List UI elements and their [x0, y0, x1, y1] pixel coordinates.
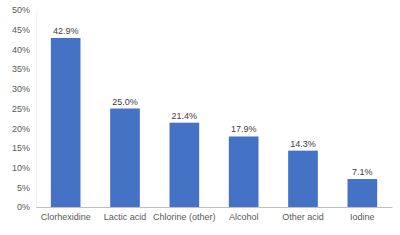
x-tick-label: Alcohol	[229, 212, 259, 222]
y-tick: 45%	[12, 25, 36, 35]
x-tick: Alcohol	[229, 207, 259, 222]
y-tick-label: 30%	[12, 84, 30, 94]
x-tick: Iodine	[350, 207, 375, 222]
x-tick-label: Lactic acid	[104, 212, 147, 222]
y-tick: 5%	[17, 183, 36, 193]
y-axis-line	[36, 11, 37, 208]
data-label: 42.9%	[53, 26, 79, 36]
y-tick-label: 25%	[12, 104, 30, 114]
x-tick-label: Clorhexidine	[41, 212, 91, 222]
data-label: 7.1%	[352, 167, 373, 177]
bar	[170, 123, 200, 207]
data-label: 21.4%	[172, 111, 198, 121]
x-tick: Chlorine (other)	[153, 207, 216, 222]
y-tick: 35%	[12, 64, 36, 74]
y-tick-label: 5%	[17, 183, 30, 193]
data-label: 25.0%	[112, 97, 138, 107]
y-tick: 15%	[12, 143, 36, 153]
y-tick: 40%	[12, 45, 36, 55]
x-tick: Clorhexidine	[41, 207, 91, 222]
data-label: 17.9%	[231, 124, 257, 134]
x-tick: Lactic acid	[104, 207, 147, 222]
bar	[51, 38, 81, 207]
bar	[110, 109, 140, 208]
y-tick: 30%	[12, 84, 36, 94]
bars	[51, 38, 377, 207]
y-axis: 0% 5% 10% 15% 20% 25% 30% 35% 40% 45% 50%	[12, 5, 37, 212]
bar	[288, 151, 318, 207]
x-tick-label: Iodine	[350, 212, 375, 222]
x-tick: Other acid	[282, 207, 324, 222]
x-axis-line	[37, 207, 393, 208]
data-label: 14.3%	[290, 139, 316, 149]
bar	[229, 136, 259, 207]
y-tick-label: 0%	[17, 202, 30, 212]
y-tick: 50%	[12, 5, 36, 15]
x-tick-label: Other acid	[282, 212, 324, 222]
data-labels: 42.9% 25.0% 21.4% 17.9% 14.3% 7.1%	[53, 26, 373, 177]
bar	[348, 179, 378, 207]
chart: 0% 5% 10% 15% 20% 25% 30% 35% 40% 45% 50% Clorhexid…	[0, 0, 400, 235]
y-tick: 25%	[12, 104, 36, 114]
y-tick-label: 45%	[12, 25, 30, 35]
y-tick-label: 40%	[12, 45, 30, 55]
x-tick-label: Chlorine (other)	[153, 212, 216, 222]
y-tick-label: 35%	[12, 64, 30, 74]
y-tick-label: 20%	[12, 124, 30, 134]
y-tick: 10%	[12, 163, 36, 173]
y-tick-label: 10%	[12, 163, 30, 173]
y-tick: 0%	[17, 202, 36, 212]
plot: 0% 5% 10% 15% 20% 25% 30% 35% 40% 45% 50% Clorhexid…	[12, 5, 393, 222]
y-tick-label: 50%	[12, 5, 30, 15]
y-tick-label: 15%	[12, 143, 30, 153]
y-tick: 20%	[12, 124, 36, 134]
x-axis: Clorhexidine Lactic acid Chlorine (other) A…	[37, 207, 393, 222]
